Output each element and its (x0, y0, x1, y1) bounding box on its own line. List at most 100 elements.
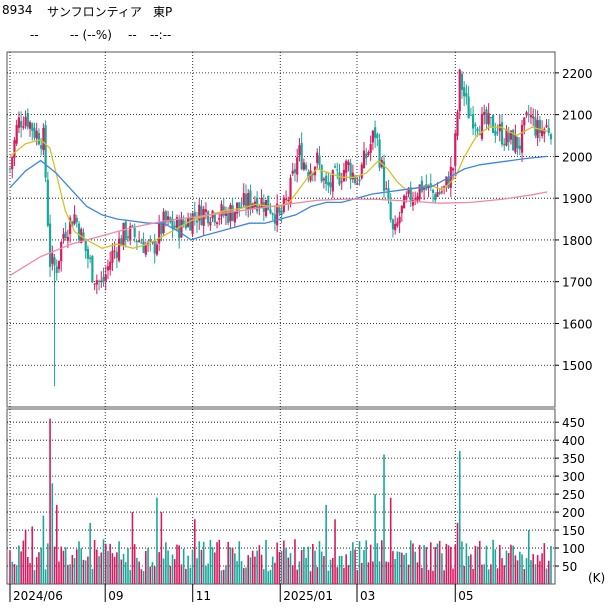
candle-body (11, 157, 14, 170)
candle-body (71, 221, 74, 227)
candle-body (231, 205, 234, 221)
candle-body (284, 198, 288, 200)
candle-body (51, 253, 54, 264)
candle-body (487, 113, 490, 125)
volume-tick-label: 250 (562, 488, 585, 502)
candle-body (178, 218, 181, 239)
candle-body (385, 188, 388, 190)
candle-body (505, 128, 508, 146)
candle-body (209, 222, 212, 226)
candle-body (338, 172, 341, 185)
price-tick-label: 1800 (562, 234, 593, 248)
candle-body (15, 125, 18, 144)
market-label: 東P (153, 5, 173, 19)
price-tick-label: 1900 (562, 192, 593, 206)
candle-body (267, 195, 270, 211)
candle-body (333, 166, 337, 168)
candle-body (100, 280, 103, 282)
candle-body (28, 121, 32, 129)
candle-body (396, 222, 399, 227)
candle-body (131, 225, 134, 227)
candle-body (195, 220, 199, 223)
candle-body (44, 125, 47, 178)
candle-body (503, 143, 506, 146)
price-tick-label: 2000 (562, 150, 593, 164)
candle-body (545, 125, 548, 128)
candle-body (358, 179, 361, 182)
candle-body (411, 199, 415, 206)
candle-body (494, 130, 497, 136)
stock-name: サンフロンティア (47, 5, 142, 19)
candle-body (476, 128, 479, 132)
change-value: -- (--%) (70, 28, 112, 42)
candle-body (111, 250, 114, 263)
candle-body (389, 201, 392, 220)
volume-tick-label: 350 (562, 452, 585, 466)
candle-body (456, 112, 459, 136)
candle-body (269, 209, 272, 214)
candle-body (264, 199, 268, 216)
candle-body (62, 234, 65, 239)
candle-body (122, 222, 125, 246)
candle-body (26, 113, 29, 128)
candle-body (514, 134, 517, 153)
candle-body (291, 170, 294, 174)
candle-body (75, 217, 78, 223)
candle-body (46, 179, 49, 226)
price-tick-label: 2100 (562, 109, 593, 123)
candle-body (342, 169, 346, 182)
candle-body (24, 117, 27, 126)
candle-body (394, 223, 397, 231)
candle-body (204, 209, 208, 213)
candle-body (189, 217, 192, 231)
candle-body (244, 193, 248, 209)
candle-body (518, 145, 521, 150)
candle-body (305, 164, 308, 170)
candle-body (17, 117, 21, 128)
candle-body (220, 204, 223, 217)
candle-body (345, 160, 348, 173)
candle-body (520, 124, 524, 153)
candle-body (320, 164, 323, 182)
candle-body (260, 198, 263, 208)
price-panel: 1500 1600 1700 1800 1900 2000 2100 2200 (6, 51, 593, 408)
candle-body (229, 204, 232, 222)
quote-header: 8934 サンフロンティア 東P -- -- (--%) -- --:-- (0, 0, 613, 48)
candle-body (509, 130, 513, 140)
candle-body (407, 188, 410, 195)
candle-body (55, 266, 58, 273)
candle-body (512, 129, 515, 151)
candle-body (33, 127, 36, 138)
candle-body (273, 214, 277, 224)
candle-body (485, 109, 488, 124)
candle-body (160, 222, 163, 234)
candle-body (293, 169, 297, 173)
candle-body (543, 129, 546, 134)
volume-tick-label: 400 (562, 434, 585, 448)
candle-body (35, 130, 38, 139)
candle-body (106, 266, 110, 271)
x-tick-label: 05 (458, 589, 473, 603)
candle-body (325, 175, 328, 184)
candle-body (445, 176, 448, 186)
candle-body (356, 183, 359, 186)
candle-body (158, 223, 161, 244)
candle-body (367, 152, 370, 155)
candle-body (398, 216, 401, 224)
candle-body (180, 217, 183, 238)
price-tick-label: 1600 (562, 317, 593, 331)
price-value: -- (30, 28, 39, 42)
candle-body (258, 206, 261, 208)
candle-body (529, 115, 533, 118)
candle-body (238, 202, 241, 209)
candle-body (142, 241, 145, 253)
candle-body (133, 227, 136, 238)
candle-body (138, 240, 141, 242)
candle-body (278, 207, 281, 213)
candle-body (53, 257, 56, 266)
x-tick-label: 2025/01 (283, 589, 333, 603)
candle-body (523, 117, 526, 126)
candle-body (69, 217, 72, 234)
candle-body (124, 221, 127, 240)
candle-body (436, 192, 439, 197)
